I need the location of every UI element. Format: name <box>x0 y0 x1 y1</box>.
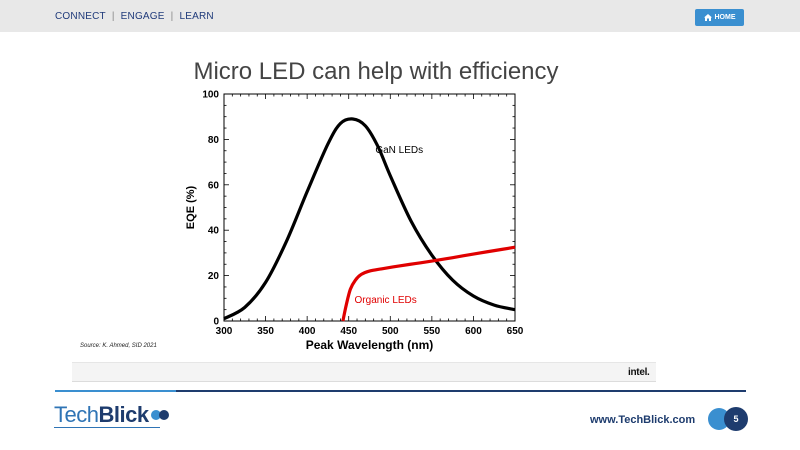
x-axis-label: Peak Wavelength (nm) <box>306 338 434 352</box>
top-nav: CONNECT | ENGAGE | LEARN <box>55 11 214 22</box>
series-line-organic-leds <box>341 245 516 322</box>
x-tick-label: 400 <box>299 326 316 337</box>
home-button[interactable]: HOME <box>695 9 744 26</box>
x-tick-label: 650 <box>507 326 524 337</box>
nav-connect-link[interactable]: CONNECT <box>55 11 106 22</box>
tick-group: 300 350 400 450 500 550 600 650 0 20 40 60 80 100 <box>202 90 523 338</box>
page-number: 5 <box>724 407 748 431</box>
x-tick-label: 600 <box>465 326 482 337</box>
intel-logo: intel. <box>628 367 650 378</box>
nav-engage-link[interactable]: ENGAGE <box>120 11 165 22</box>
home-button-label: HOME <box>714 14 736 21</box>
logo-blick-text: Blick <box>98 402 149 427</box>
eqe-chart: 300 350 400 450 500 550 600 650 0 20 40 60 80 100 EQE… <box>185 90 524 353</box>
slide-title: Micro LED can help with efficiency <box>193 58 559 85</box>
x-tick-label: 450 <box>340 326 357 337</box>
y-tick-label: 0 <box>213 317 219 328</box>
nav-separator: | <box>170 11 174 22</box>
top-bar: CONNECT | ENGAGE | LEARN HOME <box>0 0 800 32</box>
y-axis-label: EQE (%) <box>185 185 197 229</box>
y-tick-label: 20 <box>208 271 220 282</box>
logo-tech-text: Tech <box>54 402 99 427</box>
series-label-gan-leds: GaN LEDs <box>375 145 423 156</box>
nav-learn-link[interactable]: LEARN <box>179 11 214 22</box>
home-icon <box>703 14 712 21</box>
logo-underline <box>54 427 160 428</box>
nav-separator: | <box>111 11 115 22</box>
website-link[interactable]: www.TechBlick.com <box>590 414 696 426</box>
series-group <box>223 117 516 322</box>
footer-rule-dark <box>176 390 746 392</box>
page-number-badge: 5 <box>708 407 748 431</box>
x-tick-label: 300 <box>216 326 233 337</box>
source-citation: Source: K. Ahmed, SID 2021 <box>80 343 157 349</box>
y-tick-label: 40 <box>208 226 220 237</box>
content-footer-band <box>72 362 656 382</box>
plot-frame <box>223 93 516 322</box>
series-line-gan-leds <box>223 117 516 321</box>
series-label-organic-leds: Organic LEDs <box>355 295 417 306</box>
x-tick-label: 500 <box>382 326 399 337</box>
x-tick-label: 350 <box>257 326 274 337</box>
techblick-logo[interactable]: Tech Blick <box>54 402 169 428</box>
logo-dots-icon <box>150 410 169 420</box>
y-tick-label: 100 <box>202 90 219 101</box>
x-tick-label: 550 <box>424 326 441 337</box>
y-tick-label: 80 <box>208 135 220 146</box>
y-tick-label: 60 <box>208 180 220 191</box>
